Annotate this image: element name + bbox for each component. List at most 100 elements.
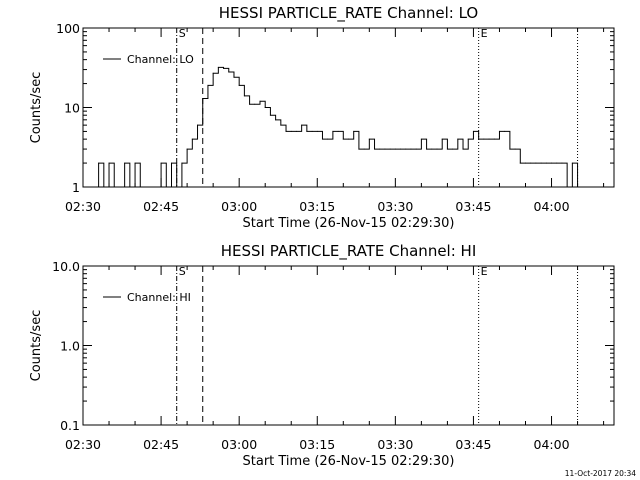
data-point [238, 84, 240, 86]
data-point [223, 67, 225, 69]
data-point [405, 148, 407, 150]
data-point [561, 162, 563, 164]
data-point [514, 148, 516, 150]
data-point [483, 138, 485, 140]
data-point [155, 186, 157, 188]
data-point [566, 186, 568, 188]
data-point [254, 103, 256, 105]
data-point [160, 162, 162, 164]
data-point [441, 138, 443, 140]
data-point [191, 138, 193, 140]
event-marker-label: E [481, 265, 488, 278]
data-point [118, 186, 120, 188]
data-point [410, 148, 412, 150]
data-point [150, 186, 152, 188]
data-point [144, 186, 146, 188]
data-point [519, 162, 521, 164]
data-point [415, 148, 417, 150]
x-tick-label: 04:00 [534, 437, 570, 452]
data-point [545, 162, 547, 164]
data-point [504, 130, 506, 132]
data-point [98, 162, 100, 164]
x-tick-label: 02:45 [143, 437, 179, 452]
data-point [92, 186, 94, 188]
data-point [139, 186, 141, 188]
data-point [436, 148, 438, 150]
data-point [530, 162, 532, 164]
event-marker-label: S [179, 27, 186, 40]
data-point [337, 130, 339, 132]
data-point [478, 138, 480, 140]
data-point [446, 148, 448, 150]
x-tick-label: 03:30 [377, 199, 413, 214]
y-tick-label: 100 [56, 21, 80, 36]
data-point [426, 148, 428, 150]
x-tick-label: 03:45 [455, 199, 491, 214]
y-tick-label: 1.0 [60, 339, 80, 354]
legend-label: Channel: LO [127, 53, 194, 66]
data-point [472, 130, 474, 132]
data-point [280, 124, 282, 126]
data-point [493, 138, 495, 140]
data-point [233, 76, 235, 78]
data-point [509, 148, 511, 150]
event-marker-label: E [481, 27, 488, 40]
data-point [452, 148, 454, 150]
data-point [540, 162, 542, 164]
data-point [374, 148, 376, 150]
chart-panel-lo: HESSI PARTICLE_RATE Channel: LO Start Tim… [29, 4, 615, 231]
data-point [228, 71, 230, 73]
data-point [269, 114, 271, 116]
data-point [259, 100, 261, 102]
x-axis-label: Start Time (26-Nov-15 02:29:30) [243, 454, 455, 469]
chart-panel-hi: HESSI PARTICLE_RATE Channel: HI Start Tim… [29, 242, 615, 469]
plot-frame [82, 265, 615, 426]
data-point [379, 148, 381, 150]
data-point [467, 138, 469, 140]
x-tick-label: 03:30 [377, 437, 413, 452]
data-point [488, 138, 490, 140]
data-point [332, 130, 334, 132]
data-point [551, 162, 553, 164]
data-point [577, 186, 579, 188]
y-axis-label: Counts/sec [29, 310, 44, 382]
data-point [571, 162, 573, 164]
data-point [212, 72, 214, 74]
data-point [535, 162, 537, 164]
data-point [275, 119, 277, 121]
x-axis-label: Start Time (26-Nov-15 02:29:30) [243, 216, 455, 231]
data-point [342, 138, 344, 140]
data-point [353, 130, 355, 132]
data-point [113, 186, 115, 188]
x-tick-label: 03:00 [221, 199, 257, 214]
data-point [202, 97, 204, 99]
data-point [301, 124, 303, 126]
data-point [134, 162, 136, 164]
x-tick-label: 03:15 [299, 199, 335, 214]
chart-title: HESSI PARTICLE_RATE Channel: HI [221, 242, 477, 261]
x-tick-label: 03:15 [299, 437, 335, 452]
data-point [186, 148, 188, 150]
data-point [316, 130, 318, 132]
data-point [207, 84, 209, 86]
x-tick-label: 03:00 [221, 437, 257, 452]
y-tick-label: 1 [72, 180, 80, 195]
series-line [93, 66, 583, 188]
x-tick-label: 02:30 [65, 437, 101, 452]
footer-timestamp: 11-Oct-2017 20:34 [565, 469, 636, 478]
legend-label: Channel: HI [127, 291, 191, 304]
x-tick-label: 02:30 [65, 199, 101, 214]
data-point [124, 162, 126, 164]
data-point [420, 138, 422, 140]
data-point [368, 138, 370, 140]
data-point [498, 130, 500, 132]
data-point [290, 130, 292, 132]
data-point [389, 148, 391, 150]
data-point [243, 95, 245, 97]
data-point [462, 148, 464, 150]
data-point [457, 138, 459, 140]
data-point [384, 148, 386, 150]
data-point [358, 148, 360, 150]
data-point [103, 186, 105, 188]
